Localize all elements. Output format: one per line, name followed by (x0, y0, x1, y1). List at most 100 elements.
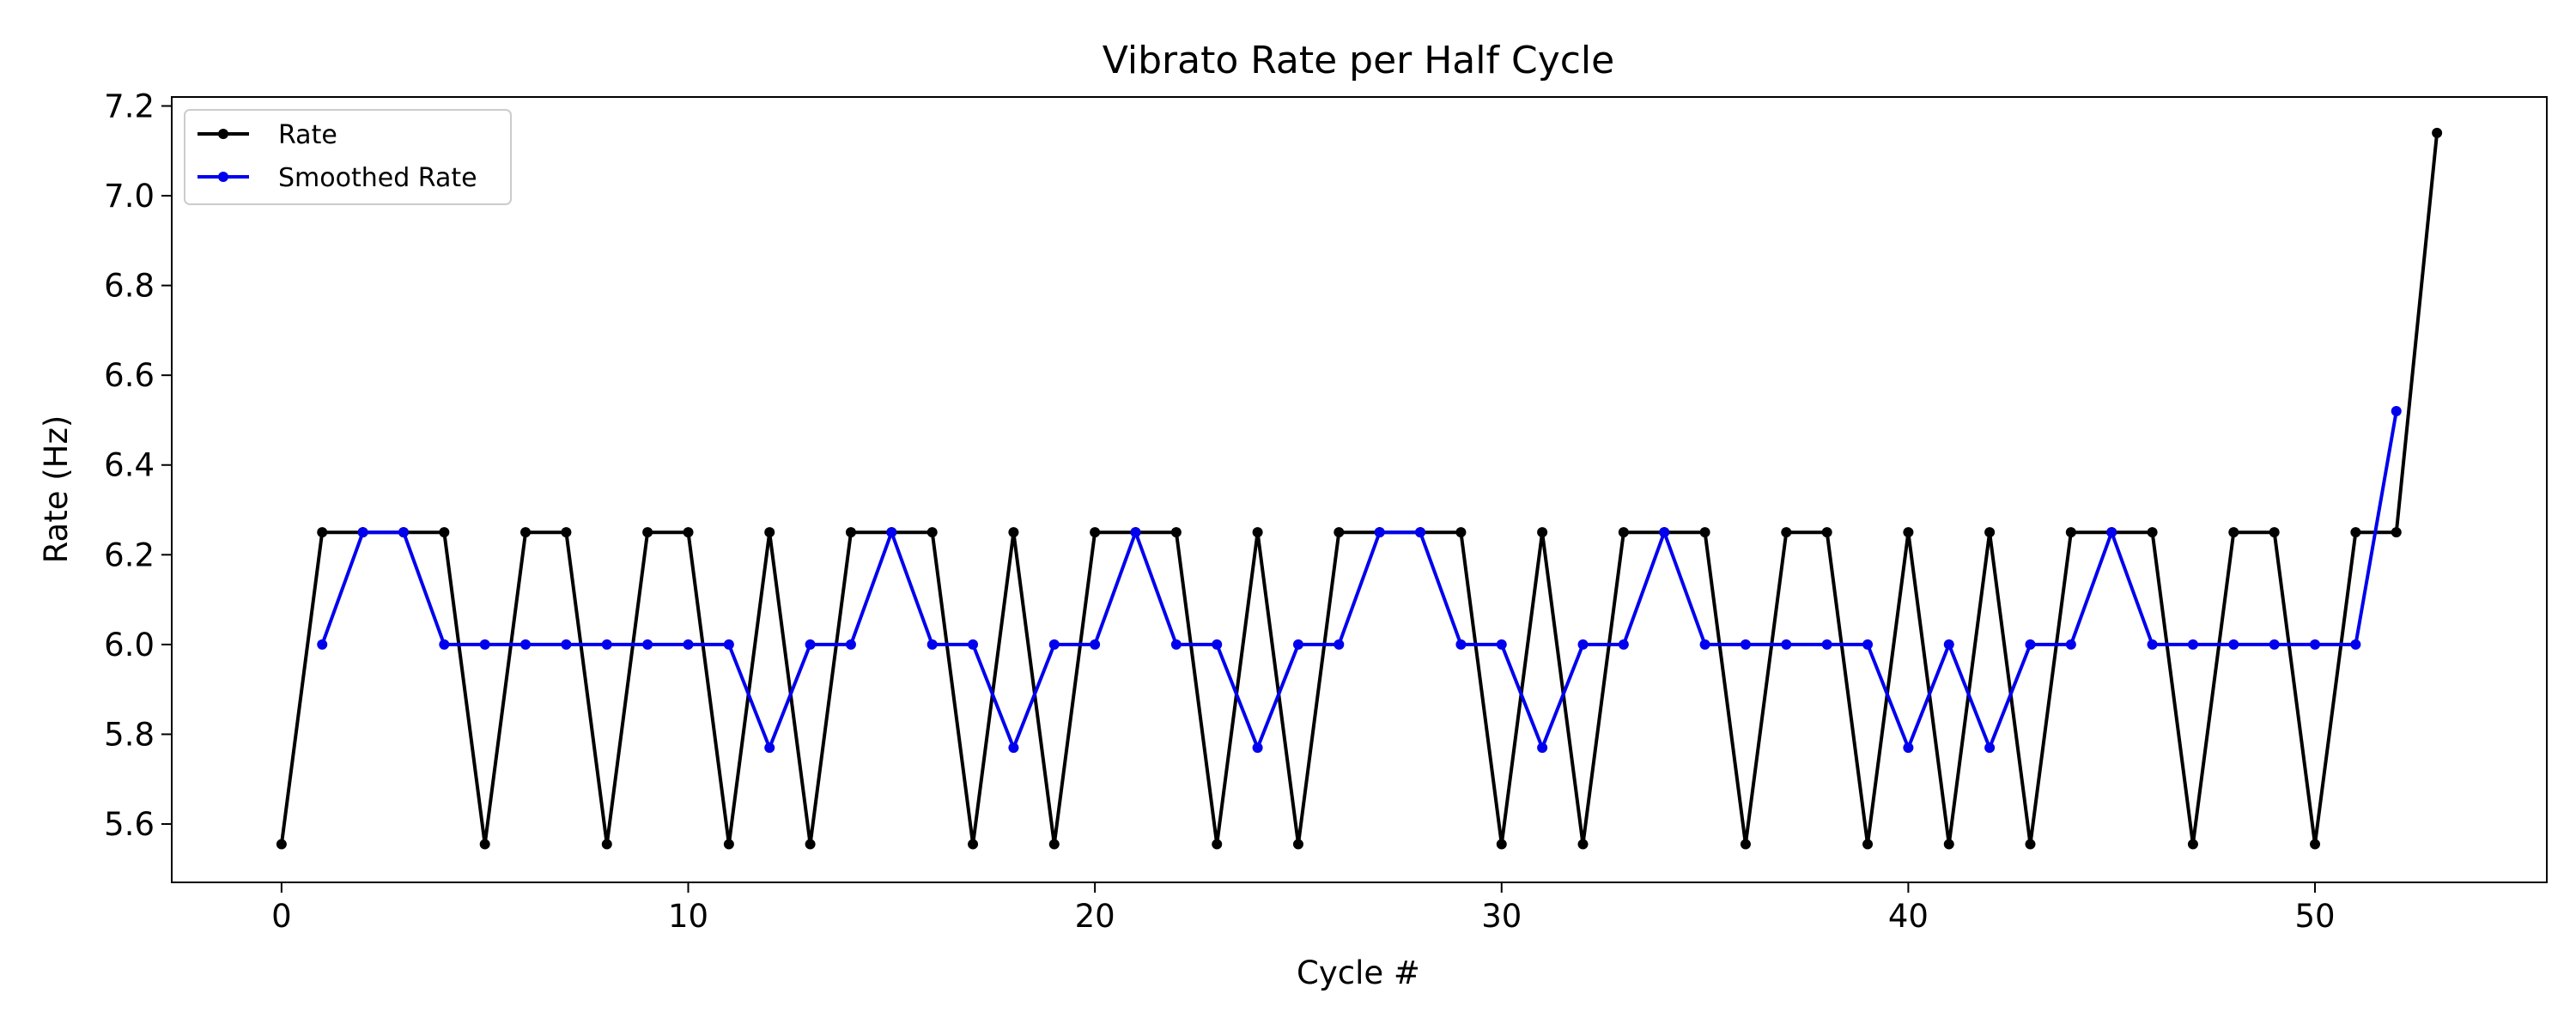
x-tick-label: 10 (668, 898, 708, 935)
data-point-smoothed-rate (1415, 527, 1426, 538)
data-point-smoothed-rate (1212, 639, 1223, 650)
data-point-smoothed-rate (601, 639, 612, 650)
x-tick-label: 20 (1075, 898, 1115, 935)
data-point-smoothed-rate (561, 639, 572, 650)
legend-box (184, 109, 512, 205)
y-tick-label: 6.6 (104, 357, 155, 394)
y-tick-label: 6.8 (104, 268, 155, 305)
data-point-rate (1008, 527, 1019, 538)
x-tick-label: 50 (2294, 898, 2335, 935)
data-point-smoothed-rate (723, 639, 734, 650)
plot-area-frame (171, 96, 2548, 883)
data-point-smoothed-rate (683, 639, 694, 650)
data-point-rate (2187, 839, 2198, 850)
data-point-rate (2025, 839, 2036, 850)
data-point-rate (1781, 527, 1792, 538)
data-point-smoothed-rate (805, 639, 816, 650)
data-point-rate (723, 839, 734, 850)
data-point-smoothed-rate (1740, 639, 1751, 650)
data-point-rate (2432, 127, 2443, 138)
data-point-smoothed-rate (1292, 639, 1303, 650)
data-point-rate (1170, 527, 1182, 538)
axis-ticks: 0 10 20 30 40 50 5.6 5.8 6.0 6.2 6.4 6.6 6.8 7.0 7.2 (104, 88, 2335, 935)
data-point-rate (2065, 527, 2076, 538)
data-point-smoothed-rate (1699, 639, 1710, 650)
data-point-smoothed-rate (1618, 639, 1629, 650)
data-point-rate (927, 527, 938, 538)
data-point-rate (317, 527, 328, 538)
data-point-rate (2269, 527, 2280, 538)
data-point-smoothed-rate (1943, 639, 1954, 650)
data-point-smoothed-rate (1862, 639, 1874, 650)
data-point-smoothed-rate (2350, 639, 2361, 650)
data-point-rate (1943, 839, 1954, 850)
data-point-smoothed-rate (764, 742, 775, 754)
data-point-rate (1212, 839, 1223, 850)
data-point-smoothed-rate (1903, 742, 1914, 754)
y-tick-label: 5.8 (104, 716, 155, 753)
data-point-rate (561, 527, 572, 538)
data-point-smoothed-rate (2269, 639, 2280, 650)
data-point-smoothed-rate (1659, 527, 1670, 538)
data-point-smoothed-rate (968, 639, 979, 650)
x-tick-label: 30 (1481, 898, 1522, 935)
data-point-rate (642, 527, 653, 538)
data-point-rate (805, 839, 816, 850)
data-point-smoothed-rate (2310, 639, 2321, 650)
data-point-smoothed-rate (1577, 639, 1589, 650)
legend-marker-smoothed-rate (218, 172, 228, 182)
data-point-smoothed-rate (2106, 527, 2117, 538)
y-tick-label: 7.0 (104, 178, 155, 215)
data-point-rate (520, 527, 532, 538)
data-point-rate (1334, 527, 1345, 538)
data-point-rate (2310, 839, 2321, 850)
data-point-rate (1496, 839, 1507, 850)
data-point-rate (1821, 527, 1832, 538)
data-point-smoothed-rate (1130, 527, 1141, 538)
y-tick-label: 6.4 (104, 447, 155, 484)
data-point-rate (1618, 527, 1629, 538)
data-point-smoothed-rate (1455, 639, 1467, 650)
data-point-smoothed-rate (1008, 742, 1019, 754)
data-point-rate (2391, 527, 2402, 538)
legend: Rate Smoothed Rate (184, 109, 512, 205)
data-point-rate (2350, 527, 2361, 538)
data-point-rate (1862, 839, 1874, 850)
data-point-rate (683, 527, 694, 538)
data-point-rate (1252, 527, 1263, 538)
data-point-rate (1537, 527, 1548, 538)
data-point-smoothed-rate (1496, 639, 1507, 650)
data-point-rate (479, 839, 490, 850)
data-point-smoothed-rate (1252, 742, 1263, 754)
data-point-rate (764, 527, 775, 538)
data-point-smoothed-rate (2187, 639, 2198, 650)
data-point-smoothed-rate (439, 639, 450, 650)
data-point-smoothed-rate (2147, 639, 2158, 650)
data-point-smoothed-rate (357, 527, 368, 538)
data-point-rate (1455, 527, 1467, 538)
data-point-smoothed-rate (520, 639, 532, 650)
data-point-smoothed-rate (845, 639, 856, 650)
data-point-rate (601, 839, 612, 850)
data-point-smoothed-rate (2025, 639, 2036, 650)
y-axis-label: Rate (Hz) (38, 415, 75, 564)
data-point-smoothed-rate (398, 527, 409, 538)
y-tick-label: 6.2 (104, 536, 155, 573)
data-point-rate (1048, 839, 1060, 850)
data-point-rate (1903, 527, 1914, 538)
data-point-smoothed-rate (1537, 742, 1548, 754)
data-point-smoothed-rate (479, 639, 490, 650)
y-tick-label: 5.6 (104, 806, 155, 843)
data-point-smoothed-rate (1984, 742, 1996, 754)
y-tick-label: 7.2 (104, 88, 155, 124)
x-tick-label: 0 (271, 898, 292, 935)
data-point-smoothed-rate (1048, 639, 1060, 650)
series-line-rate (279, 132, 2439, 846)
data-point-smoothed-rate (2065, 639, 2076, 650)
chart-title: Vibrato Rate per Half Cycle (1103, 39, 1614, 82)
data-point-rate (1292, 839, 1303, 850)
data-point-rate (1090, 527, 1101, 538)
legend-marker-rate (218, 129, 228, 139)
data-point-smoothed-rate (1170, 639, 1182, 650)
